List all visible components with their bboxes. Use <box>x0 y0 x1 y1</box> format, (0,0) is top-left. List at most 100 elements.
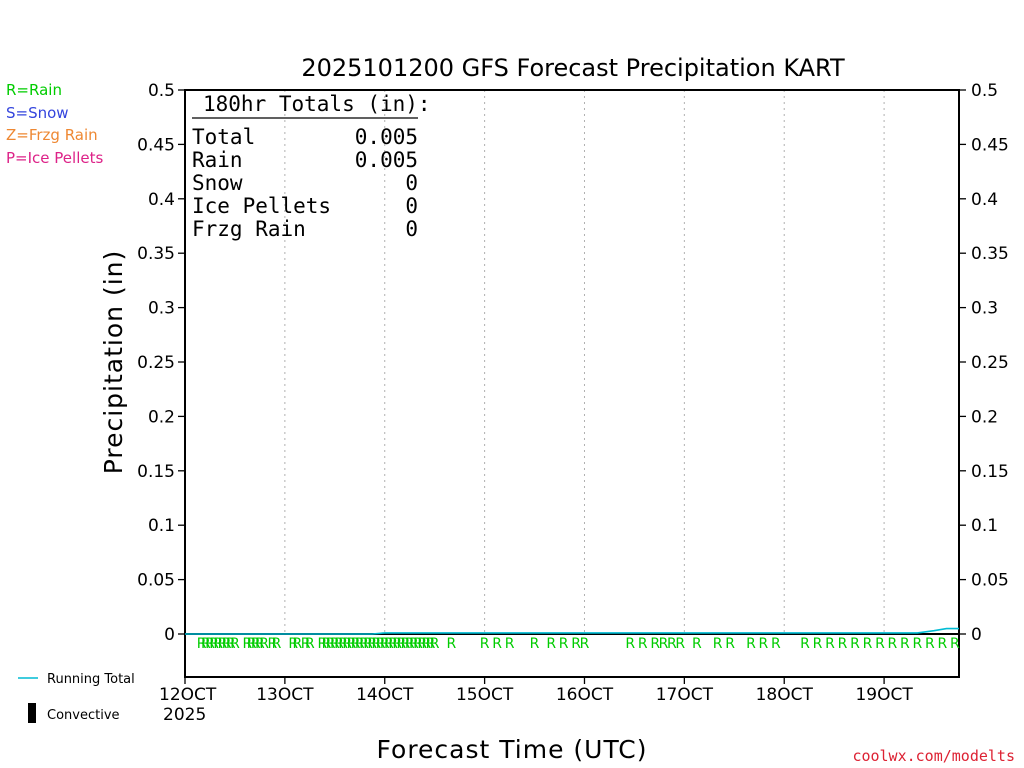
totals-label-3: Ice Pellets <box>192 194 331 218</box>
y-tick-label-left-1: 0.05 <box>137 571 175 591</box>
precip-type-marker: R <box>259 636 269 652</box>
watermark: coolwx.com/modelts <box>852 747 1015 765</box>
y-tick-label-right-4: 0.2 <box>971 407 998 427</box>
y-tick-label-left-2: 0.1 <box>148 516 175 536</box>
y-tick-label-left-10: 0.5 <box>148 81 175 101</box>
precip-type-marker: R <box>268 636 278 652</box>
totals-value-2: 0 <box>405 171 418 195</box>
totals-label-1: Rain <box>192 148 243 172</box>
y-tick-label-left-9: 0.45 <box>137 135 175 155</box>
precip-type-marker: R <box>900 636 910 652</box>
x-tick-label-7: 19OCT <box>855 685 913 705</box>
precip-type-marker: R <box>392 636 402 652</box>
x-tick-label-3: 15OCT <box>456 685 514 705</box>
precip-type-marker: R <box>863 636 873 652</box>
totals-label-4: Frzg Rain <box>192 217 306 241</box>
y-tick-label-right-0: 0 <box>971 625 982 645</box>
plot-frame <box>184 89 960 678</box>
precip-type-marker: R <box>813 636 823 652</box>
legend-frzg-rain: Z=Frzg Rain <box>6 126 98 144</box>
x-tick-label-5: 17OCT <box>656 685 714 705</box>
precip-type-marker: R <box>230 636 240 652</box>
y-tick-label-left-4: 0.2 <box>148 407 175 427</box>
legend-snow: S=Snow <box>6 104 69 122</box>
precip-type-marker: R <box>372 636 382 652</box>
y-tick-label-right-7: 0.35 <box>971 244 1009 264</box>
precip-type-marker: R <box>384 636 394 652</box>
precip-type-marker: R <box>838 636 848 652</box>
precip-type-marker: R <box>421 636 431 652</box>
precip-type-marker: R <box>355 636 365 652</box>
year-label: 2025 <box>163 705 206 725</box>
totals-rows: Total 0.005 Rain 0.005 Snow 0 Ice Pellets 0 Frzg… <box>192 125 418 241</box>
precip-type-marker: R <box>405 636 415 652</box>
x-axis: 12OCT 13OCT 14OCT 15OCT 16OCT 17OCT 18OCT 19OCT <box>159 677 913 705</box>
precip-type-marker: R <box>530 636 540 652</box>
precip-type-marker: R <box>317 636 327 652</box>
y-axis: 0 00.05 0.050.1 0.10.15 0.150.2 0.20.25 0.250.… <box>137 81 1009 645</box>
precip-type-marker: R <box>376 636 386 652</box>
precip-type-marker: R <box>359 636 369 652</box>
legend-convective-swatch <box>28 703 36 723</box>
totals-header: 180hr Totals (in): <box>203 92 431 116</box>
precip-type-marker: R <box>305 636 315 652</box>
precip-type-marker: R <box>218 636 228 652</box>
x-tick-label-4: 16OCT <box>556 685 614 705</box>
precip-type-marker: R <box>213 636 223 652</box>
precip-type-marker: R <box>272 636 282 652</box>
precip-type-marker: R <box>201 636 211 652</box>
precip-type-marker: R <box>725 636 735 652</box>
x-tick-label-2: 14OCT <box>356 685 414 705</box>
precip-type-marker: R <box>417 636 427 652</box>
precip-type-marker: R <box>342 636 352 652</box>
y-tick-label-right-1: 0.05 <box>971 571 1009 591</box>
precip-type-marker: R <box>559 636 569 652</box>
precip-type-marker: R <box>546 636 556 652</box>
x-axis-label: Forecast Time (UTC) <box>377 735 648 764</box>
precip-type-marker: R <box>197 636 207 652</box>
precip-type-marker: R <box>288 636 298 652</box>
grid-lines <box>185 90 959 635</box>
x-tick-label-1: 13OCT <box>256 685 314 705</box>
precip-type-marker: R <box>347 636 357 652</box>
precip-type-marker: R <box>367 636 377 652</box>
precip-type-marker: R <box>580 636 590 652</box>
y-tick-label-right-5: 0.25 <box>971 353 1009 373</box>
totals-label-0: Total <box>192 125 255 149</box>
legend-convective: Convective <box>47 708 120 723</box>
precip-type-marker: R <box>713 636 723 652</box>
y-tick-label-right-9: 0.45 <box>971 135 1009 155</box>
precip-type-marker: R <box>492 636 502 652</box>
precip-type-marker: R <box>446 636 456 652</box>
y-tick-label-left-3: 0.15 <box>137 462 175 482</box>
precip-type-marker: R <box>825 636 835 652</box>
precip-type-marker: R <box>292 636 302 652</box>
precip-type-marker: R <box>388 636 398 652</box>
precip-type-marker: R <box>937 636 947 652</box>
precip-type-marker: R <box>338 636 348 652</box>
series-lines <box>185 627 959 635</box>
y-tick-label-left-5: 0.25 <box>137 353 175 373</box>
precip-type-marker: R <box>255 636 265 652</box>
totals-value-4: 0 <box>405 217 418 241</box>
precip-type-marker: R <box>950 636 960 652</box>
legend-running-total: Running Total <box>47 672 135 687</box>
y-tick-label-right-10: 0.5 <box>971 81 998 101</box>
precip-type-marker: R <box>913 636 923 652</box>
precip-type-marker: R <box>650 636 660 652</box>
totals-box: 180hr Totals (in): Total 0.005 Rain 0.005 Sn… <box>192 92 431 241</box>
precip-type-marker: R <box>409 636 419 652</box>
precip-type-marker: R <box>209 636 219 652</box>
y-tick-label-right-6: 0.3 <box>971 299 998 319</box>
series-line-running-total <box>185 627 959 635</box>
precip-type-marker: R <box>430 636 440 652</box>
precip-type-marker: R <box>850 636 860 652</box>
precip-type-marker: R <box>925 636 935 652</box>
precip-type-marker: R <box>638 636 648 652</box>
y-tick-label-right-3: 0.15 <box>971 462 1009 482</box>
precip-type-marker: R <box>505 636 515 652</box>
precip-type-marker: R <box>667 636 677 652</box>
totals-label-2: Snow <box>192 171 243 195</box>
